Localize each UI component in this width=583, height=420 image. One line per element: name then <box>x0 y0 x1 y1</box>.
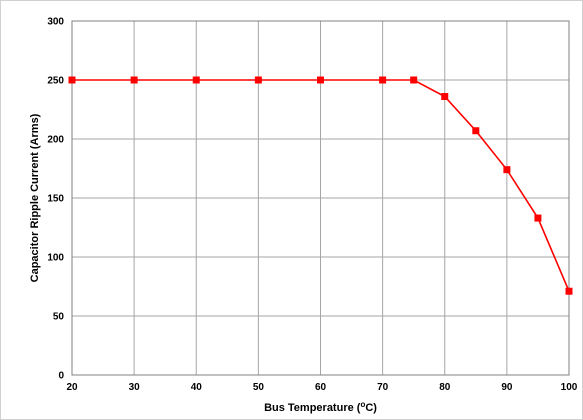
data-point-marker <box>68 76 76 84</box>
grid <box>71 20 570 376</box>
x-axis-title-suffix: C) <box>365 402 377 414</box>
y-tick-label: 100 <box>47 253 64 264</box>
x-axis-title-prefix: Bus Temperature ( <box>264 402 361 414</box>
y-tick-labels: 0 50 100 150 200 250 300 <box>47 17 64 382</box>
x-tick-labels: 20 30 40 50 60 70 80 90 100 <box>66 382 577 393</box>
y-tick-label: 300 <box>47 17 64 28</box>
data-point-marker <box>410 76 418 84</box>
data-point-marker <box>254 76 262 84</box>
data-point-marker <box>472 127 480 135</box>
x-axis-title-superscript: o <box>360 400 365 409</box>
x-axis-title: Bus Temperature (oC) <box>264 400 377 414</box>
y-tick-label: 150 <box>47 194 64 205</box>
plot-area-border <box>71 20 570 376</box>
x-tick-label: 60 <box>315 382 327 393</box>
x-tick-label: 80 <box>439 382 451 393</box>
y-tick-label: 200 <box>47 135 64 146</box>
x-tick-label: 30 <box>129 382 141 393</box>
x-tick-label: 90 <box>501 382 513 393</box>
data-point-marker <box>503 166 511 174</box>
x-tick-label: 40 <box>191 382 203 393</box>
series-line <box>72 79 570 292</box>
data-point-marker <box>565 287 573 295</box>
y-tick-label: 0 <box>58 371 64 382</box>
data-point-marker <box>130 76 138 84</box>
data-point-marker <box>192 76 200 84</box>
x-tick-label: 20 <box>66 382 78 393</box>
data-point-marker <box>317 76 324 84</box>
y-tick-label: 50 <box>53 312 65 323</box>
y-axis-title: Capacitor Ripple Current (Arms) <box>29 113 41 282</box>
x-tick-label: 70 <box>377 382 389 393</box>
data-point-marker <box>534 214 542 222</box>
data-point-marker <box>441 93 449 101</box>
x-tick-label: 50 <box>253 382 265 393</box>
y-tick-label: 250 <box>47 76 64 87</box>
data-point-marker <box>379 76 387 84</box>
x-tick-label: 100 <box>561 382 578 393</box>
series-layer <box>68 76 573 295</box>
